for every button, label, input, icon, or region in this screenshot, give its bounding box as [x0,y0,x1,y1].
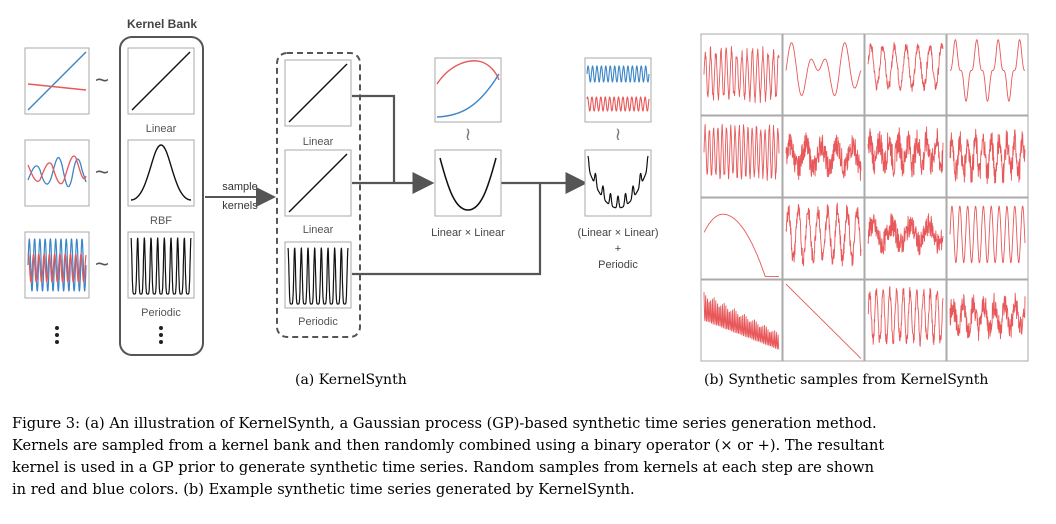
panel-b-grid [700,33,1029,362]
sample-cell-series [703,123,780,181]
figure-caption: Figure 3: (a) An illustration of KernelS… [12,413,1046,501]
sample-cell-series [703,213,780,278]
combo2-sample-red [586,96,650,112]
sample-cell-series [949,292,1026,341]
bank-linear-curve [131,51,191,111]
sampled-periodic-line [287,247,349,305]
combo1-sample-red [436,60,500,85]
sample-cell-series [785,132,862,181]
tilde-1: ~ [95,67,109,94]
kernel-bank-title: Kernel Bank [127,17,197,31]
combo2-label-line2: + [615,243,621,255]
combo1-sample-box [434,57,502,123]
sampled-linear-2-curve [288,153,348,213]
combo1-tilde: ≀ [465,124,472,144]
periodic-sample-blue [27,238,87,292]
sample-cell-series [949,128,1026,185]
sample-cell [782,33,865,116]
combo1-kernel-box [434,149,502,217]
sample-rbf-plot [27,155,87,188]
sample-cell [782,197,865,280]
combo2-sample-blue [586,65,650,83]
combo1-kernel-curve [439,157,497,211]
figure-caption-line: Kernels are sampled from a kernel bank a… [12,437,885,454]
combo2-label-line3: Periodic [598,259,638,271]
sample-cell-series [949,205,1026,264]
sample-cell-series [867,213,944,256]
figure-caption-line: kernel is used in a GP prior to generate… [12,459,874,476]
sample-cell [700,197,783,280]
combo2-kernel-curve [587,155,649,209]
bank-label-linear: Linear [146,123,177,135]
tilde-3: ~ [95,251,109,278]
sampled-linear-1-curve [288,63,348,123]
sample-cell-series [867,42,944,92]
figure-caption-line: Figure 3: (a) An illustration of KernelS… [12,415,877,432]
sample-box-rbf [24,139,90,207]
sample-cell [946,33,1029,116]
sample-cell [782,279,865,362]
figure-caption-line: in red and blue colors. (b) Example synt… [12,481,635,498]
combo2-label-line1: (Linear × Linear) [577,227,658,239]
bank-label-rbf: RBF [150,215,172,227]
sample-periodic-plot [27,238,87,292]
sampled-periodic-curve [287,247,349,305]
sample-label-line1: sample [222,181,257,193]
sample-linear-plot [27,51,87,111]
sample-cell-series [867,286,944,347]
sample-cell-series [785,202,862,267]
kernel-bank-container [119,36,204,356]
panel-a: ~ ~ ~ Kernel Bank Linear RBF Periodic sa… [24,17,659,356]
figure-canvas: ~ ~ ~ Kernel Bank Linear RBF Periodic sa… [24,17,1029,362]
combo2-kernel-line [587,155,649,209]
ellipsis-bank [159,326,163,344]
combo2-tilde: ≀ [615,124,622,144]
sampled-label-3: Periodic [298,316,338,328]
sample-cell-series [785,42,862,96]
sample-cell-series [703,45,780,104]
connector-periodic [352,183,542,276]
sample-cell-series [785,283,862,359]
sample-cell-series [949,39,1026,102]
sample-label-line2: kernels [222,200,258,212]
sampled-kernels-container [276,52,361,338]
bank-label-periodic: Periodic [141,307,181,319]
sampled-label-1: Linear [303,136,334,148]
bank-rbf-curve [130,144,192,201]
sampled-label-2: Linear [303,224,334,236]
combo2-kernel-box [584,149,652,217]
bank-periodic-curve [130,237,192,295]
sample-cell-series [703,292,780,350]
ellipsis-samples [55,326,59,344]
periodic-sample-red [27,253,87,283]
bank-periodic-line [130,237,192,295]
combo1-sample-blue [436,73,500,118]
caption-panel-a: (a) KernelSynth [295,372,407,388]
connector-linear-1 [352,94,396,183]
combo1-label: Linear × Linear [431,227,505,239]
combo2-sample-plot [586,65,650,112]
caption-panel-b: (b) Synthetic samples from KernelSynth [704,372,989,388]
sample-cell-series [867,126,944,178]
tilde-2: ~ [95,159,109,186]
